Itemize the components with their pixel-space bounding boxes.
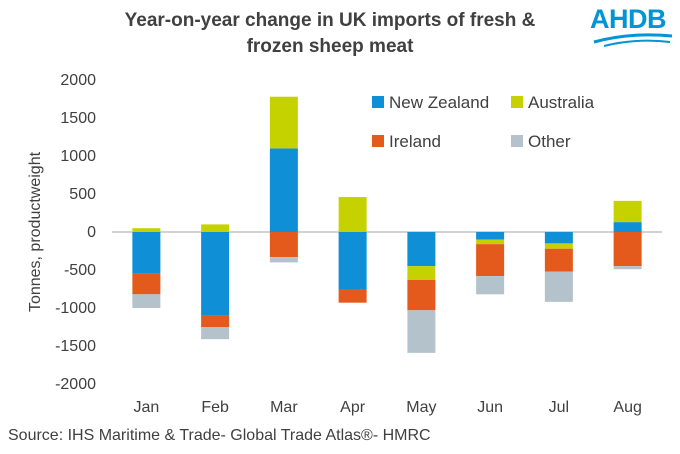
y-tick-label: 2000 xyxy=(60,72,96,89)
bar-segment xyxy=(201,327,230,340)
bar-segment xyxy=(338,232,367,289)
bar-segment xyxy=(269,232,298,258)
ahdb-logo: AHDB xyxy=(590,4,676,48)
legend-label: Ireland xyxy=(389,132,441,151)
bar-segment xyxy=(544,248,573,272)
legend-label: Other xyxy=(528,132,571,151)
bar-segment xyxy=(407,266,436,280)
bar-segment xyxy=(269,257,298,263)
bar-segment xyxy=(544,243,573,249)
bar-segment xyxy=(201,232,230,316)
bar-segment xyxy=(613,266,642,270)
bar-segment xyxy=(476,276,505,295)
bar-segment xyxy=(201,224,230,232)
bar-segment xyxy=(201,315,230,327)
bar-segment xyxy=(407,279,436,311)
y-tick-label: -500 xyxy=(64,262,96,279)
legend-swatch xyxy=(372,135,384,147)
legend-swatch xyxy=(511,96,523,108)
x-tick-label: Jun xyxy=(477,399,503,416)
logo-text: AHDB xyxy=(590,4,667,34)
bar-segment xyxy=(132,228,161,232)
x-tick-label: Mar xyxy=(270,399,298,416)
source-note: Source: IHS Maritime & Trade- Global Tra… xyxy=(8,427,431,444)
y-tick-label: -1500 xyxy=(55,338,96,355)
bar-segment xyxy=(407,310,436,353)
y-tick-label: 0 xyxy=(87,224,96,241)
y-tick-label: -2000 xyxy=(55,376,96,393)
bar-segment xyxy=(544,271,573,302)
legend-label: Australia xyxy=(528,93,595,112)
bar-segment xyxy=(338,197,367,232)
legend-label: New Zealand xyxy=(389,93,489,112)
legend-swatch xyxy=(372,96,384,108)
bar-segment xyxy=(269,148,298,232)
bar-segment xyxy=(476,232,505,240)
bar-segment xyxy=(407,232,436,267)
bar-segment xyxy=(476,244,505,277)
chart-title-line1: Year-on-year change in UK imports of fre… xyxy=(124,10,536,31)
x-tick-label: Aug xyxy=(613,399,641,416)
bar-segment xyxy=(613,222,642,232)
bar-segment xyxy=(338,289,367,303)
bar-segment xyxy=(613,232,642,267)
bar-segment xyxy=(269,96,298,149)
y-tick-label: -1000 xyxy=(55,300,96,317)
y-tick-label: 1500 xyxy=(60,110,96,127)
bar-segment xyxy=(613,200,642,223)
x-tick-label: Jan xyxy=(133,399,159,416)
x-tick-label: Apr xyxy=(340,399,366,416)
y-tick-label: 1000 xyxy=(60,148,96,165)
chart-title-line2: frozen sheep meat xyxy=(246,36,414,57)
bar-segment xyxy=(476,239,505,245)
x-tick-label: Jul xyxy=(549,399,569,416)
bar-segment xyxy=(544,232,573,244)
y-axis-label: Tonnes, productweight xyxy=(27,151,44,312)
y-tick-label: 500 xyxy=(69,186,96,203)
bar-segment xyxy=(132,232,161,274)
legend-swatch xyxy=(511,135,523,147)
logo-swoosh-icon xyxy=(593,33,673,47)
bar-segment xyxy=(132,294,161,308)
x-tick-label: Feb xyxy=(201,399,229,416)
bar-segment xyxy=(132,273,161,295)
chart-title: Year-on-year change in UK imports of fre… xyxy=(70,8,590,60)
x-tick-label: May xyxy=(406,399,436,416)
